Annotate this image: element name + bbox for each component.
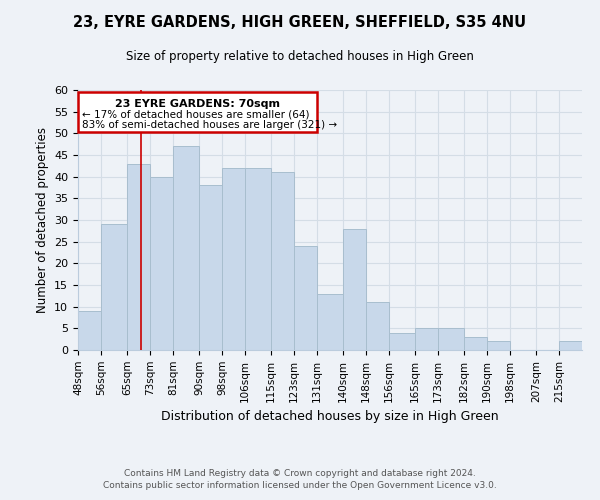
Bar xyxy=(415,328,438,350)
Bar xyxy=(271,172,294,350)
Bar xyxy=(438,328,464,350)
Text: 23 EYRE GARDENS: 70sqm: 23 EYRE GARDENS: 70sqm xyxy=(115,98,280,108)
Bar xyxy=(222,168,245,350)
Bar xyxy=(317,294,343,350)
Text: Contains HM Land Registry data © Crown copyright and database right 2024.
Contai: Contains HM Land Registry data © Crown c… xyxy=(103,468,497,490)
Bar xyxy=(127,164,150,350)
Bar xyxy=(173,146,199,350)
Bar xyxy=(101,224,127,350)
Text: 83% of semi-detached houses are larger (321) →: 83% of semi-detached houses are larger (… xyxy=(82,120,337,130)
Bar xyxy=(78,311,101,350)
Bar xyxy=(559,342,582,350)
Bar xyxy=(245,168,271,350)
Bar xyxy=(199,186,222,350)
FancyBboxPatch shape xyxy=(78,92,317,132)
Bar xyxy=(366,302,389,350)
Bar xyxy=(464,337,487,350)
Text: 23, EYRE GARDENS, HIGH GREEN, SHEFFIELD, S35 4NU: 23, EYRE GARDENS, HIGH GREEN, SHEFFIELD,… xyxy=(73,15,527,30)
Y-axis label: Number of detached properties: Number of detached properties xyxy=(35,127,49,313)
Text: Size of property relative to detached houses in High Green: Size of property relative to detached ho… xyxy=(126,50,474,63)
Bar xyxy=(150,176,173,350)
Bar xyxy=(389,332,415,350)
Text: ← 17% of detached houses are smaller (64): ← 17% of detached houses are smaller (64… xyxy=(82,110,310,120)
Bar xyxy=(294,246,317,350)
Bar xyxy=(487,342,510,350)
X-axis label: Distribution of detached houses by size in High Green: Distribution of detached houses by size … xyxy=(161,410,499,423)
Bar xyxy=(343,228,366,350)
